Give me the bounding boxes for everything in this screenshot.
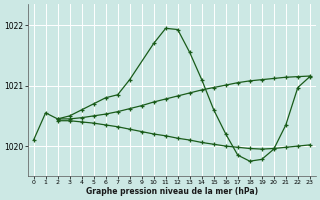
X-axis label: Graphe pression niveau de la mer (hPa): Graphe pression niveau de la mer (hPa) (86, 187, 258, 196)
